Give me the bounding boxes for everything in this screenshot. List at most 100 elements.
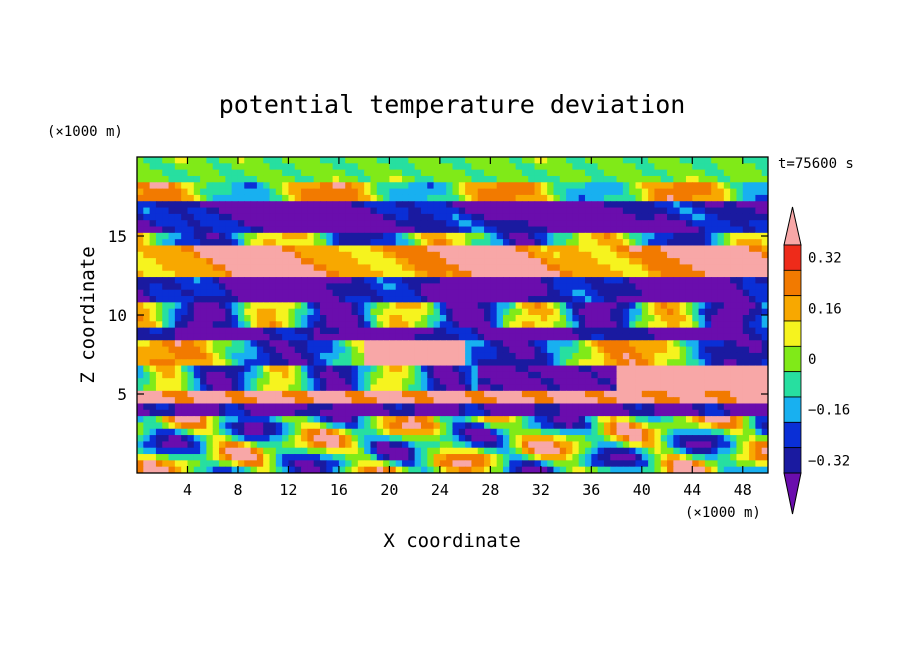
field-cell [427,188,435,196]
field-cell [212,283,220,291]
field-cell [301,207,308,215]
field-cell [452,454,460,461]
field-cell [610,441,618,449]
field-cell [458,416,466,424]
field-cell [256,302,264,310]
field-cell [528,346,536,354]
field-cell [496,327,504,335]
field-cell [465,371,473,379]
field-cell [490,428,498,436]
field-cell [319,188,327,196]
field-cell [528,277,536,284]
field-cell [420,397,428,405]
field-cell [168,466,176,473]
field-cell [484,239,491,247]
field-cell [439,352,447,360]
field-cell [629,232,637,240]
field-cell [168,283,176,291]
field-cell [490,384,498,392]
field-cell [648,371,656,379]
field-cell [755,409,763,417]
field-cell [187,447,195,455]
field-cell [162,277,170,284]
field-cell [591,333,599,341]
field-cell [263,371,271,379]
field-cell [484,346,491,354]
field-cell [704,441,712,449]
field-cell [162,245,170,253]
field-cell [692,378,700,386]
field-cell [660,296,668,303]
field-cell [326,403,334,411]
field-cell [559,239,567,247]
field-cell [364,460,372,468]
field-cell [187,207,195,215]
field-cell [288,321,296,329]
field-cell [364,378,372,386]
field-cell [402,201,409,209]
field-cell [212,232,220,240]
field-cell [452,245,460,253]
field-cell [603,416,611,424]
field-cell [496,296,504,303]
field-cell [660,315,668,322]
field-cell [496,416,504,424]
field-cell [345,213,353,221]
field-cell [528,409,536,417]
field-cell [755,308,763,316]
field-cell [616,359,624,367]
field-cell [275,340,283,348]
field-cell [635,169,643,177]
field-cell [395,321,403,329]
field-cell [458,315,466,322]
field-cell [338,460,346,468]
field-cell [433,226,441,234]
field-cell [181,308,189,316]
field-cell [641,422,649,430]
field-cell [149,201,157,209]
field-cell [730,454,738,461]
field-cell [357,359,365,367]
field-cell [553,182,561,190]
field-cell [282,315,290,322]
field-cell [427,226,435,234]
field-cell [200,454,208,461]
field-cell [704,188,712,196]
field-cell [755,352,763,360]
field-cell [200,289,208,297]
field-cell [256,321,264,329]
field-cell [383,213,390,221]
field-cell [282,194,290,202]
field-cell [420,264,428,272]
field-cell [755,346,763,354]
field-cell [622,390,630,398]
field-cell [370,340,378,348]
field-cell [761,182,768,190]
field-cell [749,403,756,411]
field-cell [244,220,252,228]
field-cell [427,207,435,215]
field-cell [187,359,195,367]
field-cell [736,428,744,436]
field-cell [755,182,763,190]
field-cell [578,422,586,430]
field-cell [490,371,498,379]
field-cell [465,258,473,266]
field-cell [730,397,738,405]
field-cell [332,403,340,411]
field-cell [414,403,422,411]
field-cell [610,220,618,228]
field-cell [263,163,271,171]
field-cell [610,466,618,473]
field-cell [446,327,454,335]
field-cell [250,435,258,442]
field-cell [723,251,731,259]
field-cell [338,226,346,234]
field-cell [717,182,725,190]
field-cell [433,447,441,455]
field-cell [553,340,561,348]
field-cell [465,245,473,253]
field-cell [540,447,548,455]
field-cell [383,384,390,392]
field-cell [711,157,719,164]
